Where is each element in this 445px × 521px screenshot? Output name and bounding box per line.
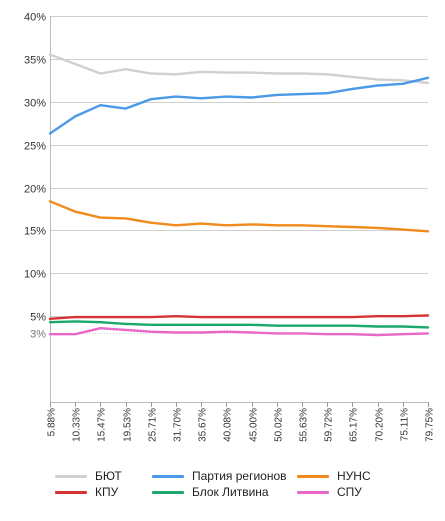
y-tick-label: 5% (30, 312, 46, 324)
legend-swatch (55, 490, 87, 494)
y-tick-label: 20% (24, 184, 46, 196)
series-line (48, 76, 430, 135)
legend-item: БЮТ (55, 469, 122, 483)
x-tick-label: 19.53% (123, 408, 134, 442)
legend-swatch (55, 474, 87, 478)
x-tick-label: 50.02% (274, 408, 285, 442)
line-chart: 40% 35% 30% 25% 20% 15% 10% 5% 3% 5.88% 10.33% 15.4… (24, 12, 436, 442)
y-tick-label: 40% (24, 12, 46, 24)
legend-item: Партия регионов (152, 469, 287, 483)
legend-label: Партия регионов (192, 469, 287, 483)
legend-label: Блок Литвина (192, 485, 269, 499)
x-tick-label: 55.63% (299, 408, 310, 442)
x-tick-label: 35.67% (198, 408, 209, 442)
x-tick-label: 25.71% (148, 408, 159, 442)
legend-label: БЮТ (95, 469, 122, 483)
series-line (48, 200, 430, 233)
x-tick-label: 40.08% (223, 408, 234, 442)
y-tick-label: 30% (24, 98, 46, 110)
series-line (48, 53, 430, 85)
series-line (48, 320, 430, 329)
x-tick-label: 5.88% (47, 408, 58, 436)
legend-swatch (152, 474, 184, 478)
x-tick-label: 75.11% (400, 408, 411, 441)
series-line (48, 314, 430, 320)
legend-label: КПУ (95, 485, 119, 499)
y-tick-label: 3% (30, 329, 46, 341)
x-tick-label: 65.17% (349, 408, 360, 442)
y-tick-label: 15% (24, 226, 46, 238)
x-tick-label: 15.47% (97, 408, 108, 442)
legend-item: Блок Литвина (152, 485, 269, 499)
legend-swatch (152, 490, 184, 494)
x-tick-label: 70.20% (375, 408, 386, 442)
chart-legend: БЮТ Партия регионов НУНС КПУ Блок Литвина СПУ (0, 465, 445, 515)
legend-label: НУНС (337, 469, 371, 483)
legend-item: КПУ (55, 485, 118, 499)
y-tick-label: 10% (24, 269, 46, 281)
legend-swatch (297, 490, 329, 494)
x-tick-label: 59.72% (324, 408, 335, 442)
x-tick-label: 79.75% (425, 408, 436, 442)
legend-item: СПУ (297, 485, 362, 499)
legend-item: НУНС (297, 469, 371, 483)
y-tick-label: 25% (24, 141, 46, 153)
legend-swatch (297, 474, 329, 478)
legend-label: СПУ (337, 485, 362, 499)
y-tick-label: 35% (24, 55, 46, 67)
series-line (48, 327, 430, 337)
x-tick-label: 45.00% (249, 408, 260, 442)
x-tick-label: 10.33% (72, 408, 83, 442)
x-tick-label: 31.70% (173, 408, 184, 442)
